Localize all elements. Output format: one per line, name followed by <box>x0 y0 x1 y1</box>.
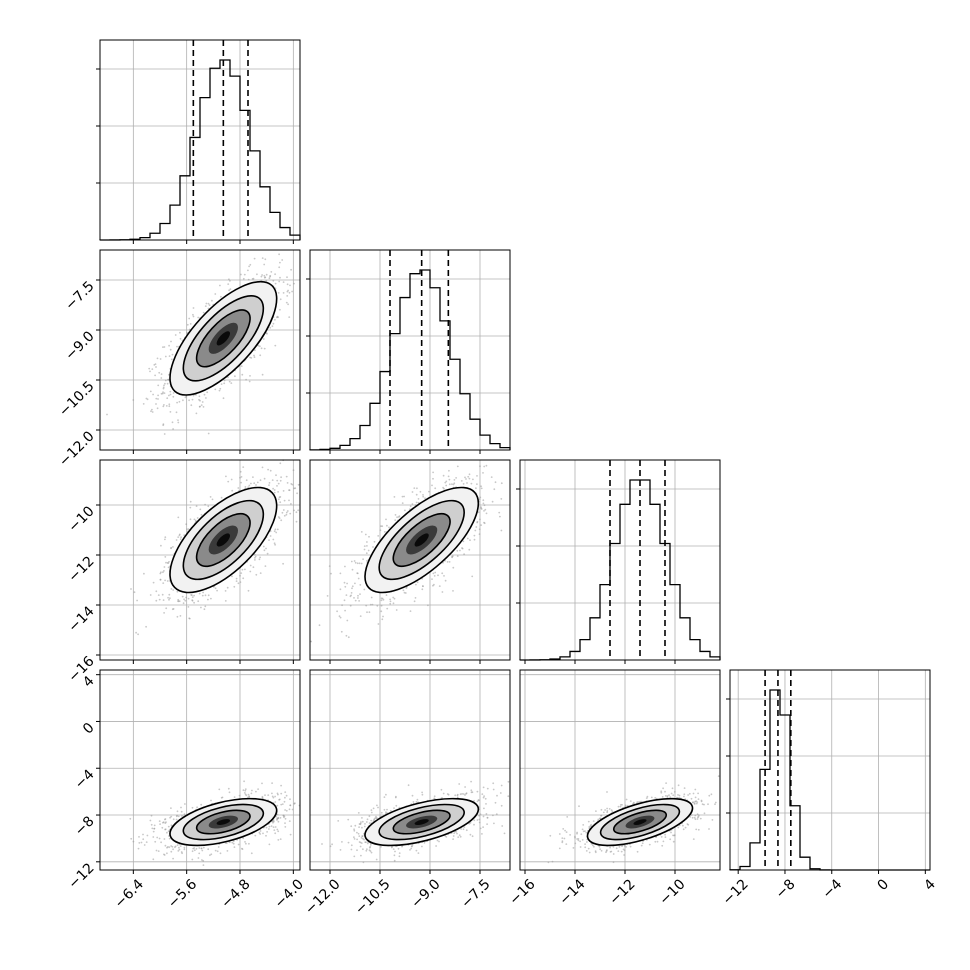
x-tick-label-1-0: −12.0 <box>302 876 344 918</box>
histogram-panel-1 <box>306 249 511 454</box>
scatter-panel-3-0 <box>96 669 301 874</box>
histogram-panel-0 <box>96 39 301 244</box>
histogram-step-0 <box>99 59 301 241</box>
x-tick-label-3-2: −4 <box>819 876 845 902</box>
y-tick-label-2-2: −12 <box>65 553 97 585</box>
x-tick-label-3-3: 0 <box>875 876 893 894</box>
histogram-step-3 <box>729 689 930 871</box>
x-tick-label-0-0: −6.4 <box>112 876 147 911</box>
x-tick-label-0-2: −4.8 <box>218 876 253 911</box>
histogram-panel-2 <box>516 459 721 664</box>
panel-frame-0-0 <box>99 39 301 241</box>
density-contour-3-1-4 <box>414 819 429 825</box>
density-contour-3-2-4 <box>633 819 647 825</box>
histogram-step-2 <box>519 479 721 661</box>
y-tick-label-1-1: −10.5 <box>56 378 98 420</box>
y-tick-label-1-2: −9.0 <box>62 328 97 363</box>
panel-frame-2-0 <box>99 459 301 661</box>
x-tick-label-1-3: −7.5 <box>458 876 493 911</box>
y-tick-label-3-0: −12 <box>65 860 97 892</box>
panel-frame-3-3 <box>729 669 931 871</box>
density-contour-2-1-4 <box>414 533 429 547</box>
scatter-panel-3-1 <box>309 669 511 874</box>
panel-frame-1-0 <box>99 249 301 451</box>
y-tick-label-1-0: −12.0 <box>56 428 98 470</box>
panel-frame-3-0 <box>99 669 301 871</box>
x-tick-label-2-0: −16 <box>506 876 538 908</box>
x-tick-label-2-1: −14 <box>556 876 588 908</box>
panel-frame-2-1 <box>309 459 511 661</box>
density-contour-1-0-4 <box>216 331 231 346</box>
y-tick-label-1-3: −7.5 <box>62 278 97 313</box>
x-tick-label-1-2: −9.0 <box>408 876 443 911</box>
density-contour-2-0-4 <box>216 533 231 547</box>
y-tick-label-2-1: −14 <box>65 603 97 635</box>
x-tick-label-0-1: −5.6 <box>165 876 200 911</box>
x-tick-label-2-2: −12 <box>606 876 638 908</box>
panel-frame-2-2 <box>519 459 721 661</box>
scatter-panel-2-1 <box>309 459 511 664</box>
histogram-step-1 <box>309 269 511 451</box>
scatter-panel-1-0 <box>96 249 301 454</box>
y-tick-label-3-4: 4 <box>80 673 98 691</box>
histogram-panel-3 <box>726 669 931 874</box>
scatter-panel-3-2 <box>519 669 721 874</box>
panel-frame-3-1 <box>309 669 511 871</box>
x-tick-label-3-1: −8 <box>773 876 799 902</box>
y-tick-label-3-3: 0 <box>80 720 98 738</box>
y-tick-label-3-2: −4 <box>72 767 98 793</box>
x-tick-label-2-3: −10 <box>656 876 688 908</box>
scatter-panel-2-0 <box>96 459 301 664</box>
y-tick-label-2-3: −10 <box>65 503 97 535</box>
y-tick-label-3-1: −8 <box>72 813 98 839</box>
x-tick-label-3-0: −12 <box>720 876 752 908</box>
x-tick-label-3-4: 4 <box>921 876 939 894</box>
panel-frame-3-2 <box>519 669 721 871</box>
panel-frame-1-1 <box>309 249 511 451</box>
x-tick-label-1-1: −10.5 <box>352 876 394 918</box>
